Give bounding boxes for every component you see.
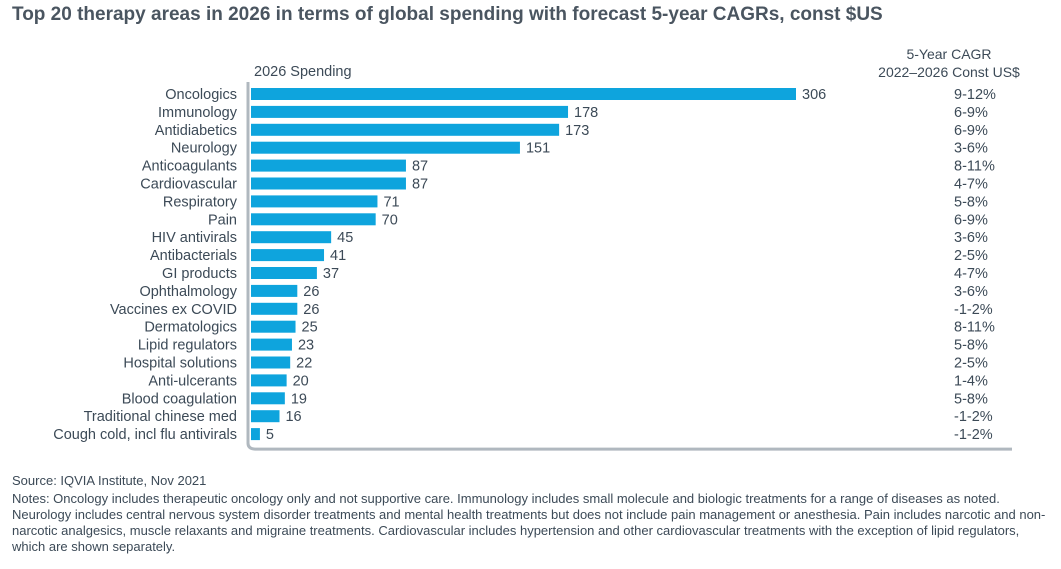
data-label: 87 [412,177,428,193]
data-label: 71 [383,194,399,210]
notes-text: Notes: Oncology includes therapeutic onc… [12,491,1046,554]
bar-chart: Oncologics 306 9-12% Immunology 178 6-9% Antid… [53,82,1012,451]
cagr-value: 6-9% [954,123,988,139]
bar [251,88,796,100]
bar [251,302,298,315]
cagr-value: 9-12% [954,87,996,103]
category-label: Vaccines ex COVID [110,302,237,318]
bar [251,267,317,279]
category-label: Cough cold, incl flu antivirals [53,427,237,443]
bar [251,428,260,441]
bar [251,374,287,387]
category-label: Cardiovascular [140,177,237,193]
axis-line [246,82,1012,451]
category-label: Antibacterials [150,248,237,264]
category-label: Traditional chinese med [84,409,237,425]
bar [251,410,280,423]
category-label: Dermatologics [144,320,237,336]
cagr-value: 5-8% [954,194,988,210]
data-label: 306 [802,87,826,103]
bar [251,392,285,405]
cagr-value: -1-2% [954,302,993,318]
data-label: 23 [298,338,314,354]
category-label: Ophthalmology [139,284,237,300]
data-label: 22 [296,356,312,372]
category-label: Pain [208,212,237,228]
cagr-header-line-1: 5-Year CAGR [906,46,992,62]
data-label: 25 [302,320,318,336]
data-label: 173 [565,123,589,139]
data-label: 151 [526,141,550,157]
data-label: 26 [303,284,319,300]
bar [251,249,325,262]
bar [251,123,560,136]
x-axis-label: 2026 Spending [254,64,352,80]
cagr-header-line-2: 2022–2026 Const US$ [878,64,1020,80]
bar [251,338,292,351]
data-label: 70 [382,212,398,228]
bar [251,320,296,333]
category-label: Antidiabetics [155,123,237,139]
category-label: Neurology [171,141,238,157]
category-label: Blood coagulation [122,391,237,407]
category-label: Immunology [158,105,238,121]
data-label: 26 [303,302,319,318]
cagr-value: 2-5% [954,356,988,372]
category-label: Anticoagulants [142,159,237,175]
source-note: Source: IQVIA Institute, Nov 2021 [12,473,207,488]
cagr-value: 3-6% [954,141,988,157]
bar [251,356,291,369]
cagr-value: 2-5% [954,248,988,264]
bar [251,141,520,154]
bar [251,231,332,244]
cagr-value: 8-11% [954,159,995,175]
category-label: Oncologics [165,87,237,103]
bar [251,195,378,208]
cagr-value: 4-7% [954,266,988,282]
data-label: 20 [293,373,309,389]
data-label: 16 [285,409,301,425]
data-label: 178 [574,105,598,121]
cagr-value: 5-8% [954,391,988,407]
cagr-value: 8-11% [954,320,995,336]
category-label: Anti-ulcerants [148,373,237,389]
cagr-value: 1-4% [954,373,988,389]
data-label: 45 [337,230,353,246]
cagr-value: -1-2% [954,427,993,443]
bar [251,105,569,118]
cagr-value: 6-9% [954,105,988,121]
cagr-value: 5-8% [954,338,988,354]
cagr-value: 6-9% [954,212,988,228]
data-label: 37 [323,266,339,282]
cagr-header: 5-Year CAGR 2022–2026 Const US$ [849,45,1049,81]
category-label: Lipid regulators [138,338,237,354]
cagr-value: -1-2% [954,409,993,425]
bar [251,159,406,172]
data-label: 19 [291,391,307,407]
category-label: GI products [162,266,237,282]
data-label: 41 [330,248,346,264]
cagr-value: 3-6% [954,284,988,300]
cagr-value: 3-6% [954,230,988,246]
bar [251,284,298,297]
data-label: 87 [412,159,428,175]
category-label: Hospital solutions [123,356,237,372]
bar [251,177,406,190]
cagr-value: 4-7% [954,177,988,193]
category-label: Respiratory [163,194,238,210]
chart-title: Top 20 therapy areas in 2026 in terms of… [12,4,883,25]
data-label: 5 [266,427,274,443]
bar [251,213,376,226]
category-label: HIV antivirals [152,230,237,246]
